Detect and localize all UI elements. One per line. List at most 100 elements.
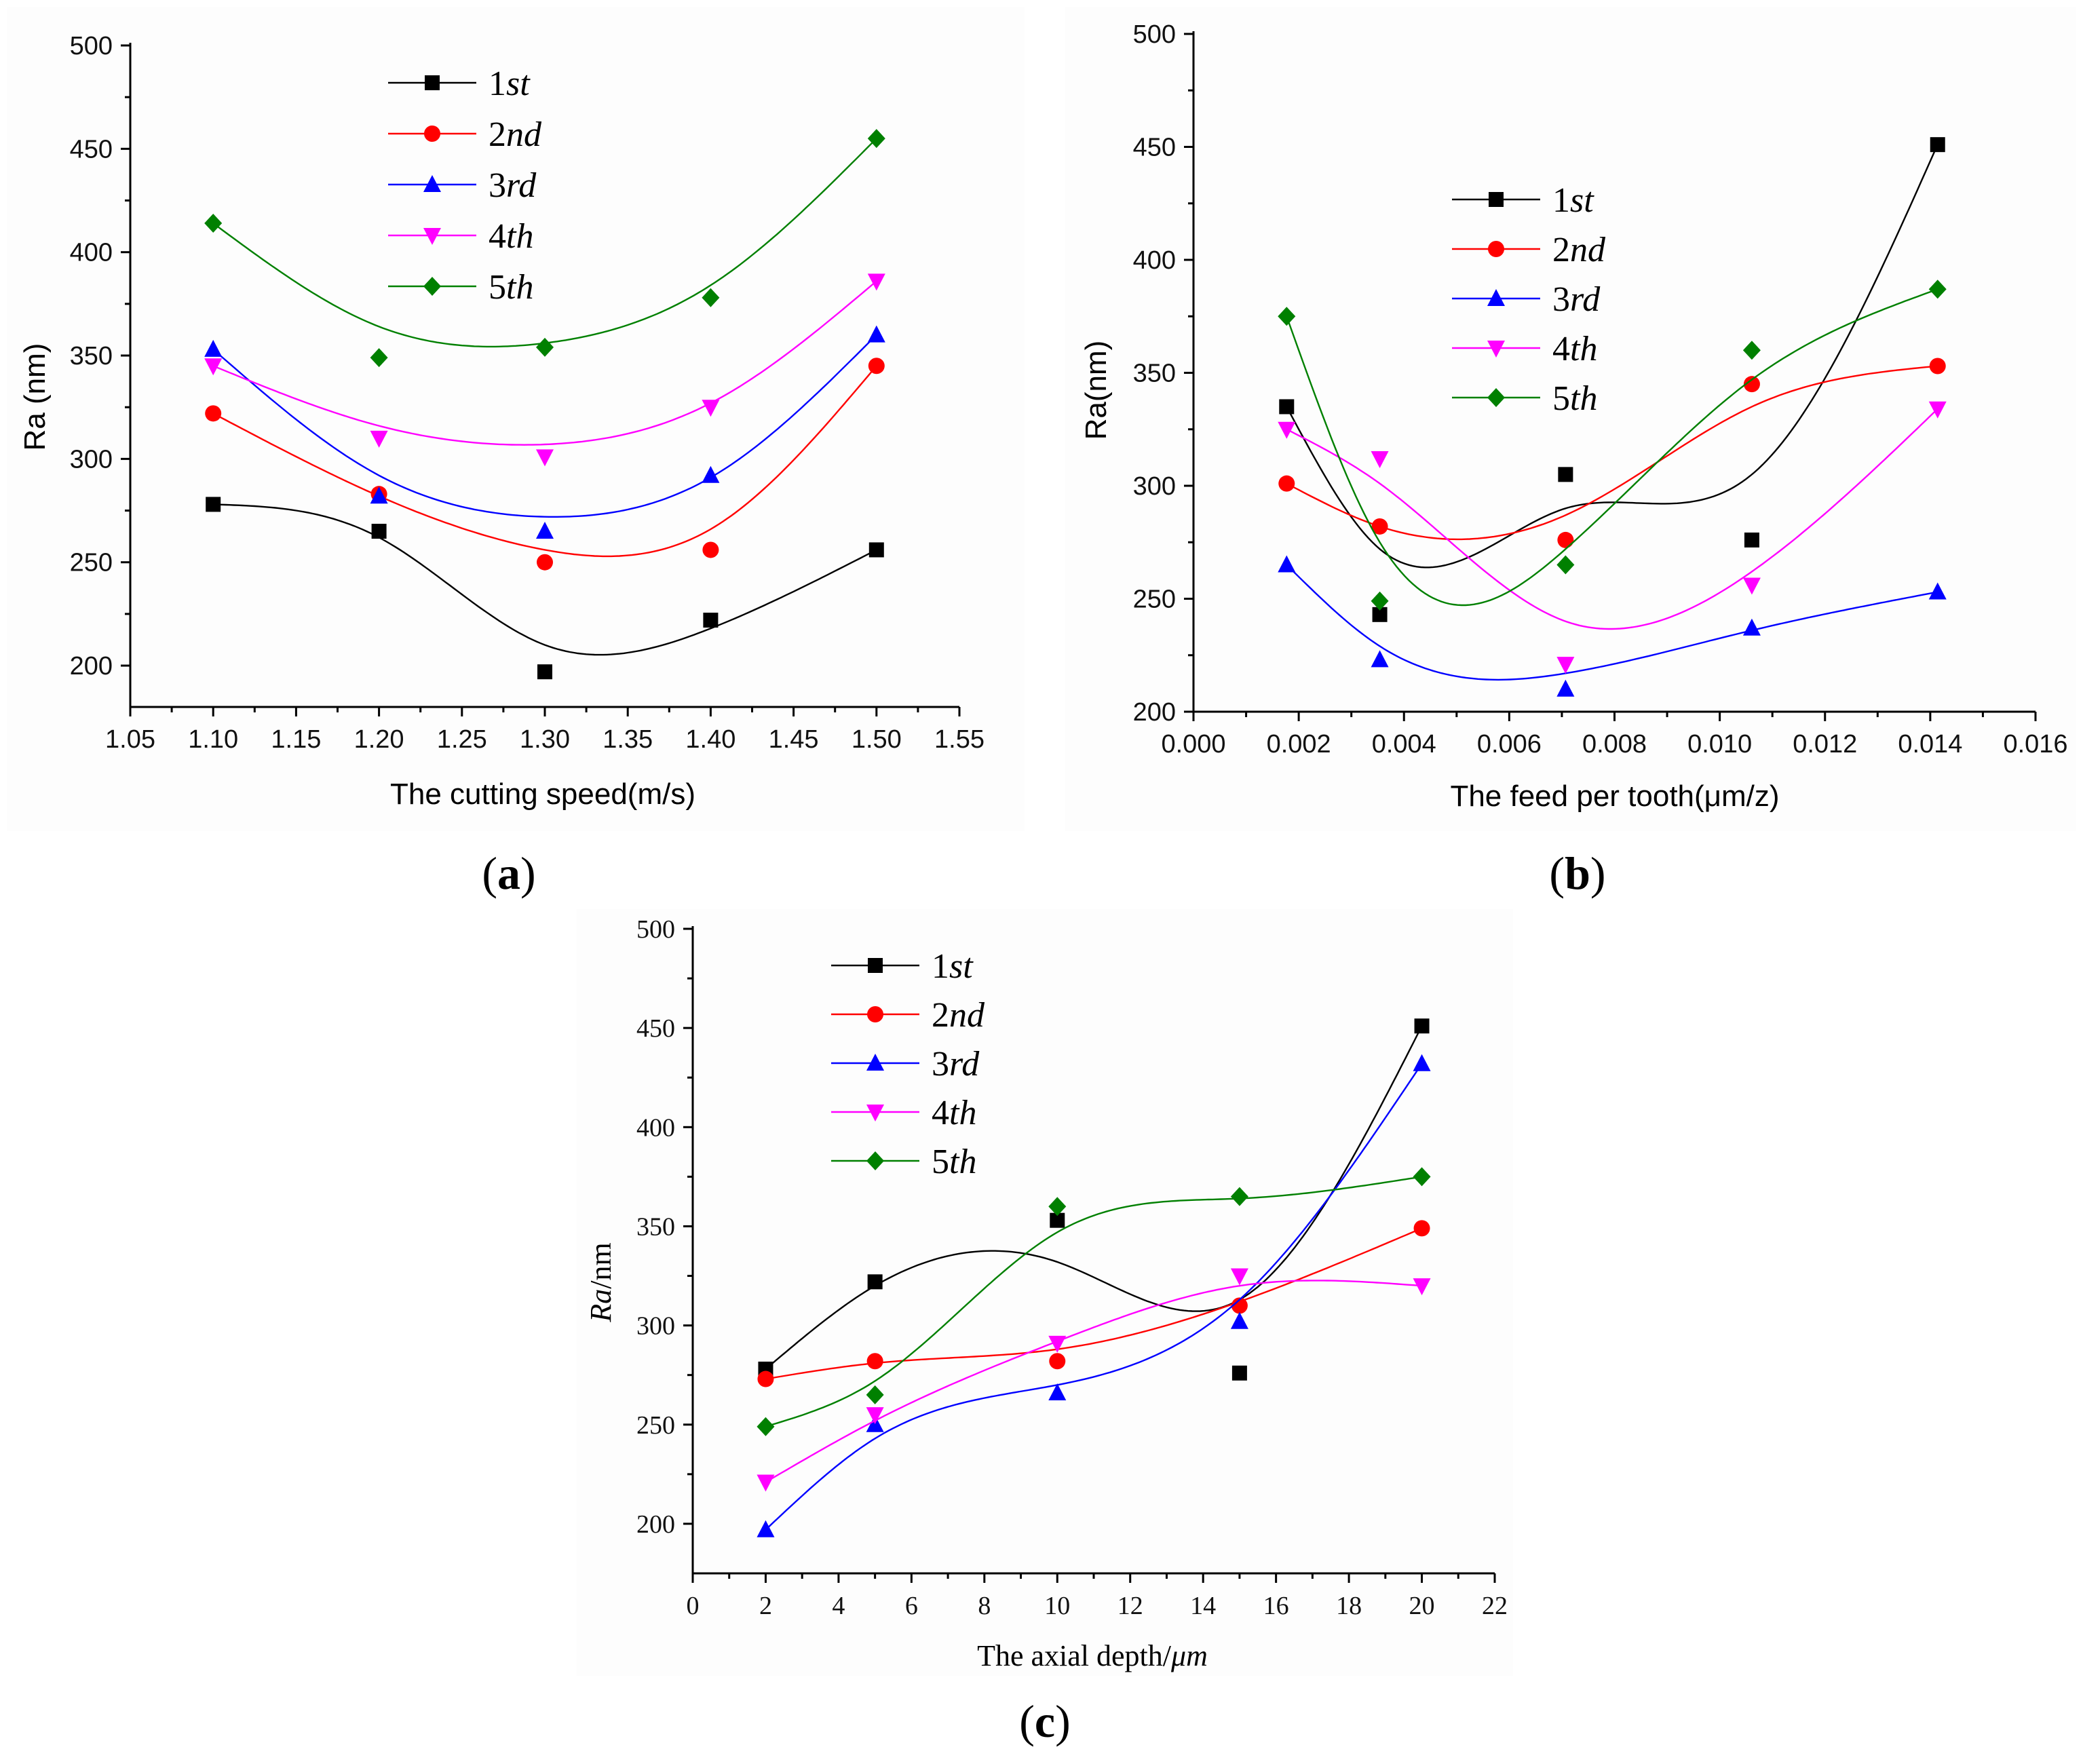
x-axis-title-a: The cutting speed(m/s) [390,778,695,811]
chart-panel-a: 1.05 1.10 1.15 1.20 1.25 1.30 1.35 1.40 1.45 1.50… [7,7,1025,831]
legend-item-c-5th: 5th [831,1143,976,1181]
panel-label-a: (a) [482,847,535,899]
data-point-b-4th-3 [1742,577,1761,595]
data-point-a-1st-1 [371,524,387,539]
data-point-b-1st-2 [1558,467,1573,482]
fit-curve-a-3rd [212,334,877,518]
y-tick-label-a-3: 350 [70,342,113,370]
x-tick-label-c-5: 10 [1044,1592,1070,1620]
legend-label-suffix-c-1st: st [949,947,974,986]
legend-label-b-4th: 4th [1552,330,1597,368]
data-point-b-1st-1 [1372,607,1388,622]
axes-a: 1.05 1.10 1.15 1.20 1.25 1.30 1.35 1.40 1.45 1.50… [70,32,985,754]
data-point-a-1st-3 [703,613,719,628]
legend-item-b-2nd: 2nd [1452,231,1606,269]
data-point-a-5th-4 [867,129,885,149]
y-tick-label-c-4: 400 [636,1113,675,1142]
legend-item-a-4th: 4th [388,217,533,256]
data-point-a-3rd-0 [204,339,223,357]
legend-item-c-1st: 1st [831,947,974,986]
chart-panel-b: 0.000 0.002 0.004 0.006 0.008 0.010 0.012 0.014… [1065,7,2076,831]
data-point-a-2nd-4 [868,358,885,375]
data-point-c-4th-1 [866,1407,884,1425]
y-tick-label-b-0: 200 [1133,698,1176,727]
data-point-b-3rd-0 [1278,555,1296,573]
y-tick-label-c-3: 350 [636,1212,675,1241]
legend-item-c-4th: 4th [831,1094,976,1132]
legend-label-suffix-a-1st: st [506,64,531,103]
data-point-b-3rd-3 [1742,618,1761,636]
legend-label-suffix-a-3rd: rd [506,166,537,205]
fit-curve-a-4th [212,280,877,446]
x-tick-label-b-7: 0.014 [1898,730,1962,759]
data-point-b-2nd-3 [1743,376,1760,393]
data-point-a-1st-2 [537,664,552,680]
x-tick-label-a-7: 1.40 [685,725,735,754]
data-point-c-1st-1 [867,1274,883,1290]
data-point-b-4th-0 [1278,421,1296,439]
data-point-c-2nd-0 [757,1370,774,1387]
x-tick-label-a-10: 1.55 [934,725,985,754]
data-point-a-1st-0 [206,497,221,512]
legend-label-num-b-3rd: 3 [1552,280,1570,319]
x-tick-label-c-10: 20 [1409,1592,1435,1620]
data-point-c-1st-3 [1231,1365,1247,1381]
fit-curve-b-2nd [1286,365,1938,541]
legend-item-a-5th: 5th [388,268,533,307]
x-axis-title-c-plain: The axial depth/ [977,1639,1172,1672]
data-point-b-5th-4 [1928,280,1947,299]
legend-label-num-c-2nd: 2 [932,996,949,1035]
data-point-c-4th-2 [1048,1335,1067,1353]
data-point-c-2nd-1 [866,1353,883,1370]
legend-item-b-4th: 4th [1452,330,1597,368]
fit-curve-a-2nd [212,365,877,558]
data-point-b-5th-3 [1742,341,1761,360]
x-tick-label-b-4: 0.008 [1582,730,1647,759]
x-tick-label-b-2: 0.004 [1372,730,1436,759]
legend-marker-a-3rd [423,175,441,192]
data-point-a-4th-4 [867,273,885,291]
legend-label-num-b-1st: 1 [1552,181,1570,220]
data-point-a-2nd-2 [537,554,553,571]
y-tick-label-c-0: 200 [636,1510,675,1539]
legend-label-c-5th: 5th [932,1143,976,1181]
data-point-c-5th-0 [757,1417,775,1436]
legend-marker-c-4th [866,1105,884,1121]
legend-marker-b-5th [1487,388,1505,407]
legend-label-num-b-5th: 5 [1552,379,1570,418]
legend-label-a-3rd: 3rd [489,166,537,205]
data-point-b-4th-2 [1556,657,1575,674]
data-point-b-5th-2 [1556,555,1575,575]
legend-label-a-1st: 1st [489,64,531,103]
legend-label-suffix-b-4th: th [1570,330,1597,368]
legend-label-num-c-5th: 5 [932,1143,949,1181]
data-point-b-2nd-0 [1278,475,1295,492]
legend-marker-c-2nd [867,1006,883,1022]
data-point-a-2nd-3 [702,541,719,558]
x-tick-label-c-2: 4 [832,1592,845,1620]
legend-label-c-3rd: 3rd [932,1045,980,1084]
legend-label-suffix-a-2nd: nd [506,115,542,154]
fit-curve-a-1st [213,503,877,656]
legend-label-suffix-a-4th: th [506,217,533,256]
y-axis-title-b: Ra(nm) [1079,341,1113,440]
data-point-c-4th-4 [1413,1278,1431,1296]
legend-item-a-3rd: 3rd [388,166,537,205]
y-tick-label-b-1: 250 [1133,586,1176,614]
data-point-c-3rd-4 [1413,1054,1431,1071]
y-tick-label-b-3: 350 [1133,360,1176,388]
fit-curve-b-3rd [1286,564,1938,681]
data-point-b-5th-1 [1371,591,1389,611]
y-axis-title-c: Ra/nm [584,1242,617,1322]
legend-item-a-1st: 1st [388,64,531,103]
data-point-c-3rd-0 [757,1520,775,1537]
legend-marker-c-5th [866,1151,884,1170]
y-tick-label-a-5: 450 [70,135,113,164]
y-tick-label-a-2: 300 [70,445,113,474]
legend-label-b-2nd: 2nd [1552,231,1606,269]
data-point-a-1st-4 [868,542,884,558]
legend-label-num-c-1st: 1 [932,947,949,986]
